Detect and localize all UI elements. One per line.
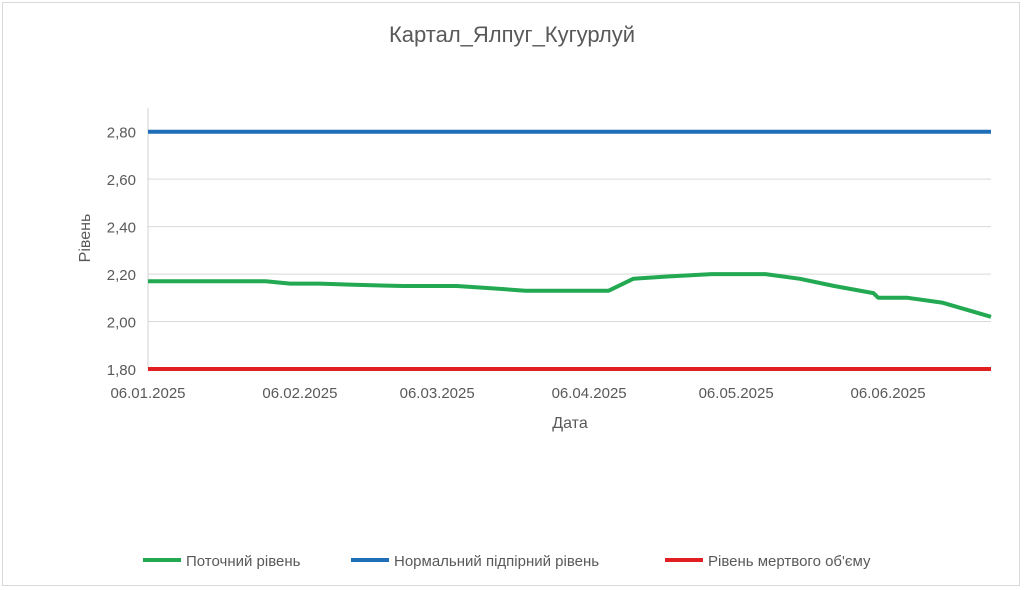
legend-label: Нормальний підпірний рівень xyxy=(394,553,599,570)
series-line xyxy=(148,272,992,319)
y-tick-label: 2,00 xyxy=(107,315,136,332)
chart-title: Картал_Ялпуг_Кугурлуй xyxy=(389,22,635,47)
legend-label: Поточний рівень xyxy=(186,553,301,570)
x-tick-label: 06.05.2025 xyxy=(699,385,774,402)
y-tick-label: 2,80 xyxy=(107,125,136,142)
y-tick-label: 1,80 xyxy=(107,362,136,379)
legend: Поточний рівень Нормальний підпірний ріве… xyxy=(143,553,871,570)
legend-label: Рівень мертвого об'єму xyxy=(708,553,871,570)
series-lines xyxy=(148,129,992,371)
y-tick-label: 2,60 xyxy=(107,172,136,189)
x-tick-label: 06.04.2025 xyxy=(552,385,627,402)
x-tick-label: 06.02.2025 xyxy=(262,385,337,402)
y-tick-label: 2,40 xyxy=(107,220,136,237)
y-tick-labels: 1,80 2,00 2,20 2,40 2,60 2,80 xyxy=(107,125,136,379)
gridlines xyxy=(148,131,991,370)
x-tick-labels: 06.01.2025 06.02.2025 06.03.2025 06.04.2025… xyxy=(110,385,925,402)
x-tick-label: 06.06.2025 xyxy=(851,385,926,402)
x-axis-label: Дата xyxy=(552,415,588,432)
x-tick-label: 06.01.2025 xyxy=(110,385,185,402)
y-axis-label: Рівень xyxy=(77,214,94,263)
x-tick-label: 06.03.2025 xyxy=(400,385,475,402)
y-tick-label: 2,20 xyxy=(107,267,136,284)
